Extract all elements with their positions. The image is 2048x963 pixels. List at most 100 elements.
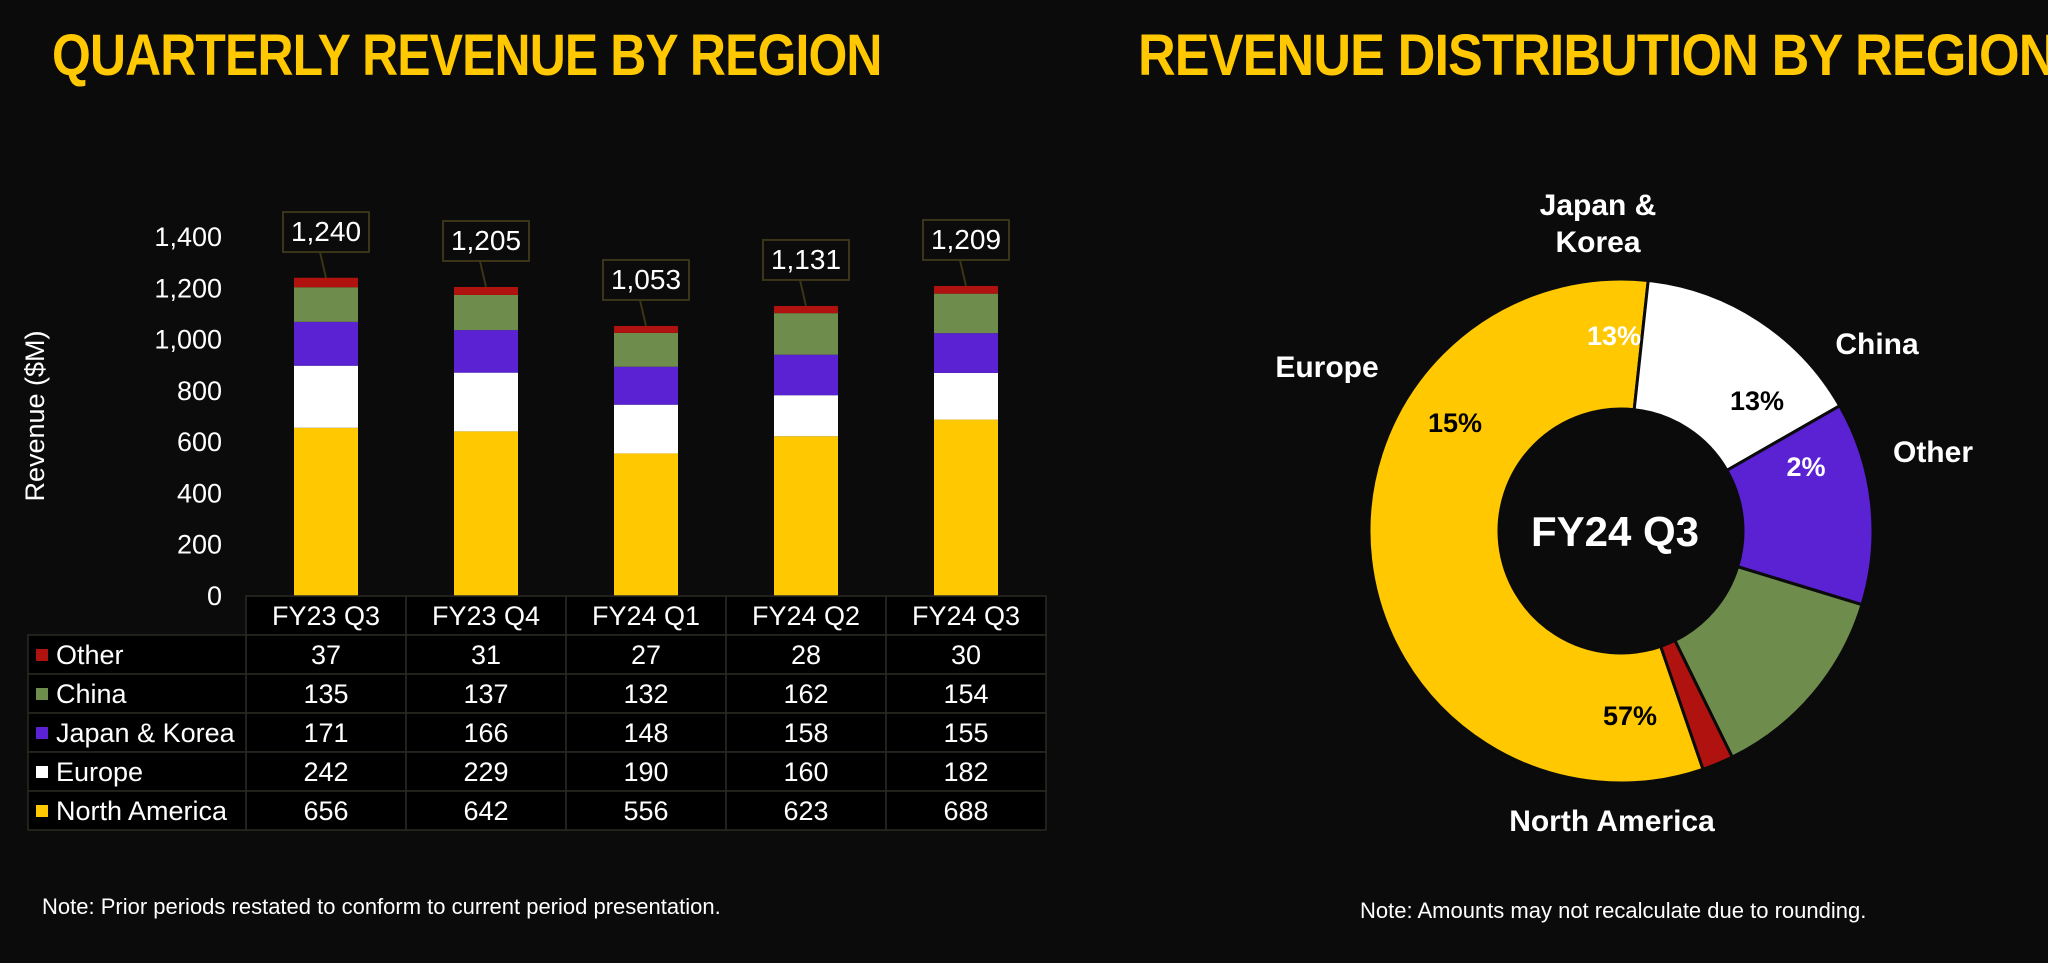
y-tick-label: 1,400	[154, 222, 222, 252]
table-cell-bg	[885, 790, 1047, 831]
table-cell-bg	[885, 634, 1047, 675]
donut-chart-note: Note: Amounts may not recalculate due to…	[1360, 898, 1867, 923]
total-callout-box	[282, 211, 370, 254]
x-tick-label: FY24 Q3	[912, 601, 1020, 631]
legend-label-north-america: North America	[56, 796, 228, 826]
table-cell-bg	[885, 712, 1047, 753]
total-callout-box	[922, 218, 1010, 261]
bar-china	[774, 313, 838, 355]
donut-slice-other	[1658, 638, 1735, 772]
slice-percent-china: 13%	[1730, 386, 1784, 416]
slice-label-other: Other	[1893, 436, 1973, 469]
y-tick-label: 200	[177, 530, 222, 560]
bar-europe	[454, 372, 518, 432]
table-row-label-bg	[27, 712, 247, 753]
total-callout-line	[799, 279, 807, 307]
donut-center-label: FY24 Q3	[1531, 508, 1699, 555]
table-value: 30	[951, 640, 981, 670]
table-cell-bg	[405, 634, 567, 675]
table-cell-bg	[725, 751, 887, 792]
table-value: 242	[303, 757, 348, 787]
bar-other	[934, 285, 998, 294]
table-value: 148	[623, 718, 668, 748]
total-callout-box	[762, 238, 850, 281]
table-cell-bg	[245, 673, 407, 714]
bar-japan-and-korea	[454, 330, 518, 373]
table-cell-bg	[565, 595, 727, 636]
bar-north-america	[774, 436, 838, 596]
total-callout-line	[479, 260, 487, 288]
table-value: 132	[623, 679, 668, 709]
table-value: 28	[791, 640, 821, 670]
bar-china	[454, 294, 518, 331]
table-value: 154	[943, 679, 988, 709]
y-tick-label: 400	[177, 478, 222, 508]
y-tick-label: 0	[207, 581, 222, 611]
table-cell-bg	[885, 595, 1047, 636]
table-value: 229	[463, 757, 508, 787]
slice-label-europe: Europe	[1275, 351, 1378, 384]
total-label: 1,240	[291, 216, 361, 247]
bar-europe	[614, 404, 678, 454]
legend-label-japan-and-korea: Japan & Korea	[56, 718, 236, 748]
table-cell-bg	[885, 751, 1047, 792]
total-callout-box	[442, 220, 530, 263]
legend-label-china: China	[56, 679, 128, 709]
table-value: 171	[303, 718, 348, 748]
total-callout-line	[639, 299, 647, 327]
bar-other	[454, 287, 518, 295]
bar-north-america	[934, 419, 998, 596]
table-value: 135	[303, 679, 348, 709]
slice-percent-other: 2%	[1786, 452, 1825, 482]
bar-china	[614, 332, 678, 367]
y-tick-label: 800	[177, 376, 222, 406]
table-row-label-bg	[27, 751, 247, 792]
slice-percent-europe: 15%	[1428, 408, 1482, 438]
total-label: 1,209	[931, 224, 1001, 255]
table-value: 27	[631, 640, 661, 670]
y-axis-label: Revenue ($M)	[20, 330, 50, 501]
legend-label-europe: Europe	[56, 757, 143, 787]
table-value: 137	[463, 679, 508, 709]
slice-label-china: China	[1835, 328, 1919, 361]
table-cell-bg	[245, 595, 407, 636]
table-cell-bg	[725, 712, 887, 753]
bar-europe	[294, 365, 358, 428]
y-tick-label: 600	[177, 427, 222, 457]
donut-slice-north-america	[1367, 277, 1705, 785]
slice-percent-north-america: 57%	[1603, 701, 1657, 731]
table-cell-bg	[565, 634, 727, 675]
slice-label-japan-and-korea: Japan & Korea	[1540, 189, 1657, 259]
donut-chart-title: REVENUE DISTRIBUTION BY REGION	[1138, 23, 2048, 88]
bar-china	[294, 287, 358, 322]
total-label: 1,131	[771, 244, 841, 275]
table-value: 642	[463, 796, 508, 826]
table-row-label-bg	[27, 634, 247, 675]
y-tick-label: 1,000	[154, 325, 222, 355]
total-callout-line	[959, 259, 967, 287]
table-value: 623	[783, 796, 828, 826]
table-value: 155	[943, 718, 988, 748]
legend-swatch-north-america	[36, 805, 48, 817]
table-cell-bg	[725, 634, 887, 675]
table-value: 556	[623, 796, 668, 826]
table-value: 31	[471, 640, 501, 670]
table-value: 158	[783, 718, 828, 748]
bar-chart-note: Note: Prior periods restated to conform …	[42, 894, 721, 919]
bar-north-america	[294, 427, 358, 596]
table-value: 190	[623, 757, 668, 787]
table-cell-bg	[245, 634, 407, 675]
table-cell-bg	[565, 751, 727, 792]
table-value: 37	[311, 640, 341, 670]
x-tick-label: FY24 Q1	[592, 601, 700, 631]
bar-chart-title: QUARTERLY REVENUE BY REGION	[52, 23, 882, 88]
donut-slice-japan-and-korea	[1724, 403, 1875, 607]
table-value: 656	[303, 796, 348, 826]
donut-slice-china	[1672, 564, 1864, 760]
table-cell-bg	[405, 673, 567, 714]
donut-slice-europe	[1632, 278, 1842, 473]
table-cell-bg	[725, 790, 887, 831]
legend-swatch-japan-and-korea	[36, 727, 48, 739]
table-cell-bg	[885, 673, 1047, 714]
